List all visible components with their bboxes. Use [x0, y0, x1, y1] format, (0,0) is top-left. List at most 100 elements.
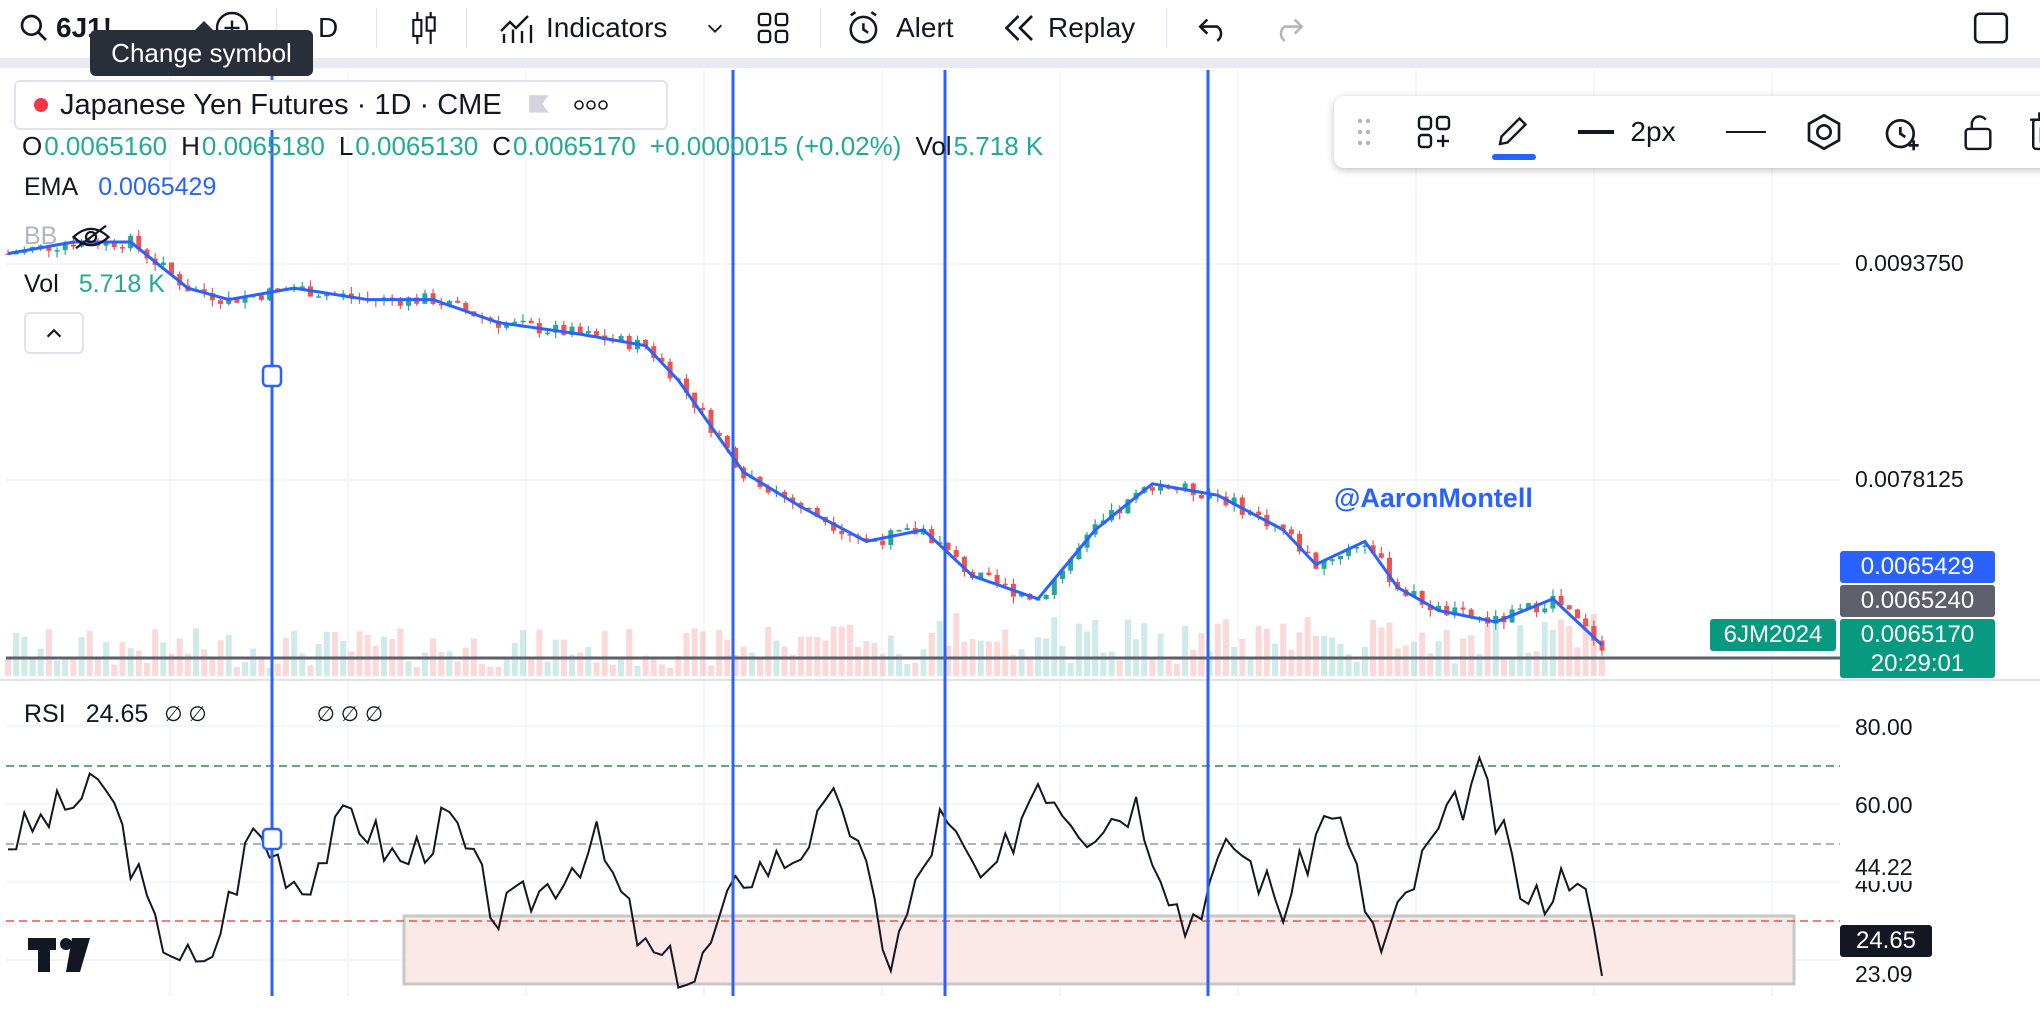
volume-bar: [1051, 617, 1058, 676]
eye-off-icon[interactable]: [71, 223, 111, 251]
interval-button[interactable]: D: [318, 8, 338, 48]
volume-bar: [601, 631, 608, 676]
volume-bar: [936, 620, 943, 676]
candle-body: [512, 321, 518, 324]
volume-bar: [1116, 660, 1123, 676]
alert-button[interactable]: Alert: [846, 8, 954, 48]
layouts-button[interactable]: [756, 8, 790, 48]
add-alert-button[interactable]: [1864, 96, 1940, 168]
indicators-button[interactable]: Indicators: [498, 8, 667, 48]
change-value: +0.0000015 (+0.02%): [649, 131, 902, 161]
candle-body: [406, 297, 412, 306]
drag-handle[interactable]: [1344, 96, 1384, 168]
candle-body: [520, 320, 526, 323]
volume-value: 5.718 K: [953, 131, 1044, 161]
candle-body: [1297, 534, 1303, 552]
ohlc-values: O 0.0065160 H 0.0065180 L 0.0065130 C 0.0065…: [22, 131, 1057, 162]
candle-body: [299, 286, 305, 289]
bb-legend[interactable]: BB: [24, 222, 111, 251]
marker-handle[interactable]: [261, 827, 283, 851]
candle-body: [218, 300, 224, 304]
ema-legend[interactable]: EMA 0.0065429: [24, 173, 216, 202]
candle-body: [1583, 618, 1589, 627]
volume-bar: [1402, 645, 1409, 676]
delete-button[interactable]: [2014, 96, 2040, 168]
candle-body: [38, 245, 44, 248]
undo-button[interactable]: [1196, 8, 1230, 48]
volume-bar: [1108, 651, 1115, 676]
volume-bar: [519, 630, 526, 676]
volume-legend[interactable]: Vol 5.718 K: [24, 270, 165, 299]
candle-body: [1599, 640, 1605, 651]
volume-bar: [1599, 656, 1605, 676]
volume-bar: [887, 635, 894, 676]
candle-body: [1239, 497, 1245, 515]
volume-bar: [650, 659, 657, 676]
candle-body: [1354, 546, 1360, 549]
candle-body: [1411, 591, 1417, 596]
candle-body: [643, 339, 649, 347]
volume-bar: [1304, 617, 1311, 676]
volume-bar: [920, 649, 927, 676]
candle-body: [978, 572, 984, 579]
rsi-legend[interactable]: RSI 24.65 ∅ ∅ ∅ ∅ ∅: [24, 700, 383, 729]
candle-body: [1370, 545, 1376, 554]
collapse-legend-button[interactable]: [24, 312, 84, 354]
candle-body: [119, 247, 125, 249]
volume-bar: [1214, 623, 1221, 676]
line-style-button[interactable]: [1710, 96, 1782, 168]
volume-bar: [1345, 654, 1352, 676]
volume-bar: [1010, 654, 1017, 676]
level-price-badge: 0.0065240: [1840, 585, 1995, 617]
fullscreen-button[interactable]: [1972, 8, 2010, 48]
candle-body: [545, 332, 551, 335]
candle-body: [1566, 605, 1572, 610]
settings-button[interactable]: [1786, 96, 1862, 168]
candle-body: [953, 550, 959, 557]
volume-bar: [1247, 657, 1254, 676]
chart-canvas[interactable]: [0, 68, 2040, 1012]
drag-handle-icon: [1357, 118, 1371, 146]
volume-bar: [1255, 626, 1262, 676]
candle-body: [46, 245, 52, 251]
volume-bar: [209, 657, 216, 676]
indicators-dropdown[interactable]: [704, 8, 726, 48]
drawing-toolbar: 2px: [1334, 96, 2040, 168]
redo-button[interactable]: [1272, 8, 1306, 48]
chart-type-button[interactable]: [408, 8, 440, 48]
volume-bar: [1075, 623, 1082, 676]
symbol-legend[interactable]: Japanese Yen Futures · 1D · CME: [14, 80, 668, 130]
flag-icon[interactable]: [526, 93, 552, 117]
marker-handle[interactable]: [261, 364, 283, 388]
redo-icon: [1279, 18, 1304, 42]
candle-body: [70, 244, 76, 247]
candle-body: [1288, 529, 1294, 535]
volume-bar: [806, 636, 813, 676]
bb-label: BB: [24, 222, 58, 250]
line-color-button[interactable]: [1472, 96, 1552, 168]
volume-bar: [1509, 657, 1516, 676]
replay-button[interactable]: Replay: [1002, 8, 1135, 48]
lock-button[interactable]: [1940, 96, 2016, 168]
line-width-button[interactable]: 2px: [1552, 96, 1702, 168]
volume-bar: [201, 649, 208, 676]
high-value: 0.0065180: [201, 131, 325, 161]
volume-bar: [274, 663, 281, 676]
volume-bar: [1370, 619, 1377, 676]
volume-bar: [707, 665, 714, 676]
volume-bar: [258, 656, 265, 676]
candle-body: [585, 331, 591, 334]
change-symbol-tooltip: Change symbol: [90, 21, 313, 76]
volume-bar: [299, 653, 306, 676]
volume-bar: [748, 652, 755, 676]
templates-icon: [1417, 115, 1451, 149]
templates-button[interactable]: [1394, 96, 1474, 168]
volume-bar: [1124, 619, 1131, 676]
volume-bar: [405, 661, 412, 676]
candle-body: [961, 556, 967, 572]
volume-bar: [62, 656, 69, 676]
volume-bar: [699, 631, 706, 676]
replay-label: Replay: [1048, 12, 1136, 43]
more-icon[interactable]: [573, 100, 608, 110]
symbol-badge: 6JM2024: [1710, 619, 1836, 651]
